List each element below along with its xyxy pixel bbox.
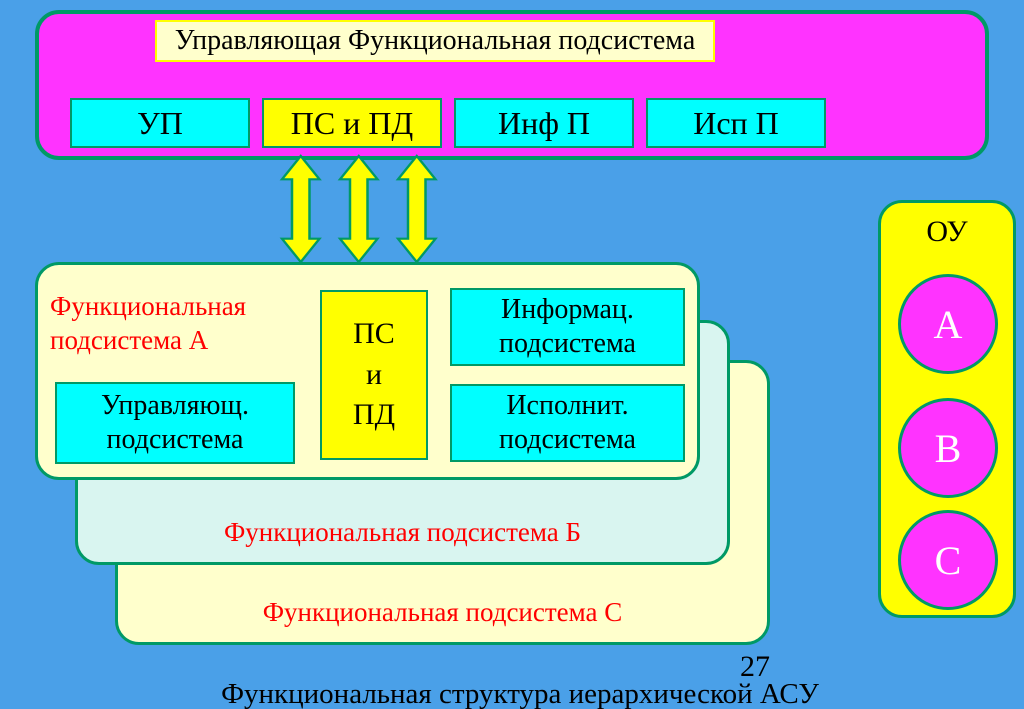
block-manage: Управляющ. подсистема [55,382,295,464]
block-exec: Исполнит. подсистема [450,384,685,462]
caption: Функциональная структура иерархической А… [120,678,920,709]
oy-title: ОУ [878,215,1016,249]
block-info: Информац. подсистема [450,288,685,366]
circle-b: B [898,398,998,498]
circle-a: A [898,274,998,374]
subsystem-b-label: Функциональная подсистема Б [224,517,581,548]
block-pspd: ПС и ПД [320,290,428,460]
top-item-pspd: ПС и ПД [262,98,442,148]
subsystem-a-label: Функциональнаяподсистема А [50,290,310,358]
top-item-ispp: Исп П [646,98,826,148]
top-item-up: УП [70,98,250,148]
top-item-infp: Инф П [454,98,634,148]
top-title: Управляющая Функциональная подсистема [155,20,715,62]
circle-c: C [898,510,998,610]
subsystem-c-label: Функциональная подсистема С [263,597,623,628]
